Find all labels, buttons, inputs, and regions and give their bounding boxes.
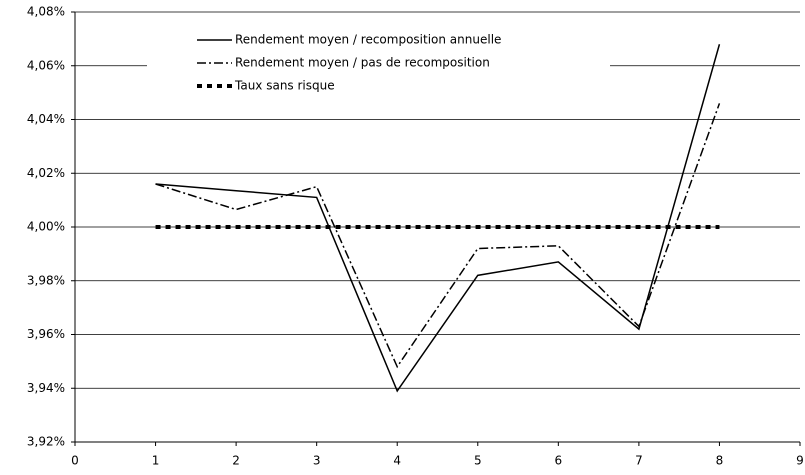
x-tick-label: 8 [716, 454, 724, 468]
y-tick-label: 3,98% [27, 273, 65, 287]
y-tick-label: 4,02% [27, 166, 65, 180]
y-tick-label: 3,94% [27, 381, 65, 395]
x-tick-label: 2 [232, 454, 240, 468]
x-tick-label: 1 [152, 454, 160, 468]
x-tick-label: 5 [474, 454, 482, 468]
y-tick-label: 4,06% [27, 58, 65, 72]
y-tick-label: 3,96% [27, 327, 65, 341]
y-tick-label: 4,04% [27, 112, 65, 126]
legend-label: Taux sans risque [234, 79, 335, 93]
series-line [155, 103, 721, 369]
y-tick-label: 4,00% [27, 220, 65, 234]
x-tick-label: 0 [71, 454, 79, 468]
legend-label: Rendement moyen / pas de recomposition [235, 56, 490, 70]
series-line [155, 44, 721, 393]
y-tick-label: 3,92% [27, 435, 65, 449]
x-tick-label: 9 [796, 454, 804, 468]
x-tick-label: 3 [313, 454, 321, 468]
x-tick-label: 4 [393, 454, 401, 468]
legend-label: Rendement moyen / recomposition annuelle [235, 33, 501, 47]
x-tick-label: 6 [555, 454, 563, 468]
y-tick-label: 4,08% [27, 5, 65, 19]
x-tick-label: 7 [635, 454, 643, 468]
